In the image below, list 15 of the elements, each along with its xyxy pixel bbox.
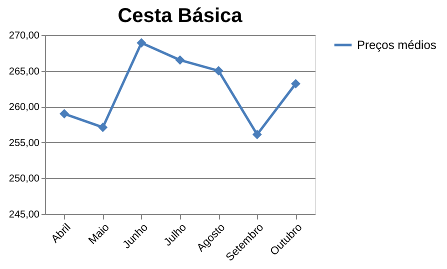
chart-title: Cesta Básica — [118, 5, 244, 27]
point — [214, 66, 224, 76]
y-tick-label: 245,00 — [8, 210, 40, 220]
legend-label: Preços médios — [357, 38, 436, 52]
point — [290, 78, 300, 88]
y-tick-label: 265,00 — [8, 66, 40, 78]
y-tick-label: 260,00 — [8, 102, 40, 114]
y-tick-label: 270,00 — [8, 30, 40, 42]
y-tick-label: 250,00 — [8, 174, 40, 185]
point — [136, 38, 146, 48]
y-tick-label: 255,00 — [8, 138, 40, 149]
point — [252, 130, 262, 140]
point — [60, 109, 70, 119]
point — [98, 122, 108, 132]
point — [175, 55, 185, 65]
